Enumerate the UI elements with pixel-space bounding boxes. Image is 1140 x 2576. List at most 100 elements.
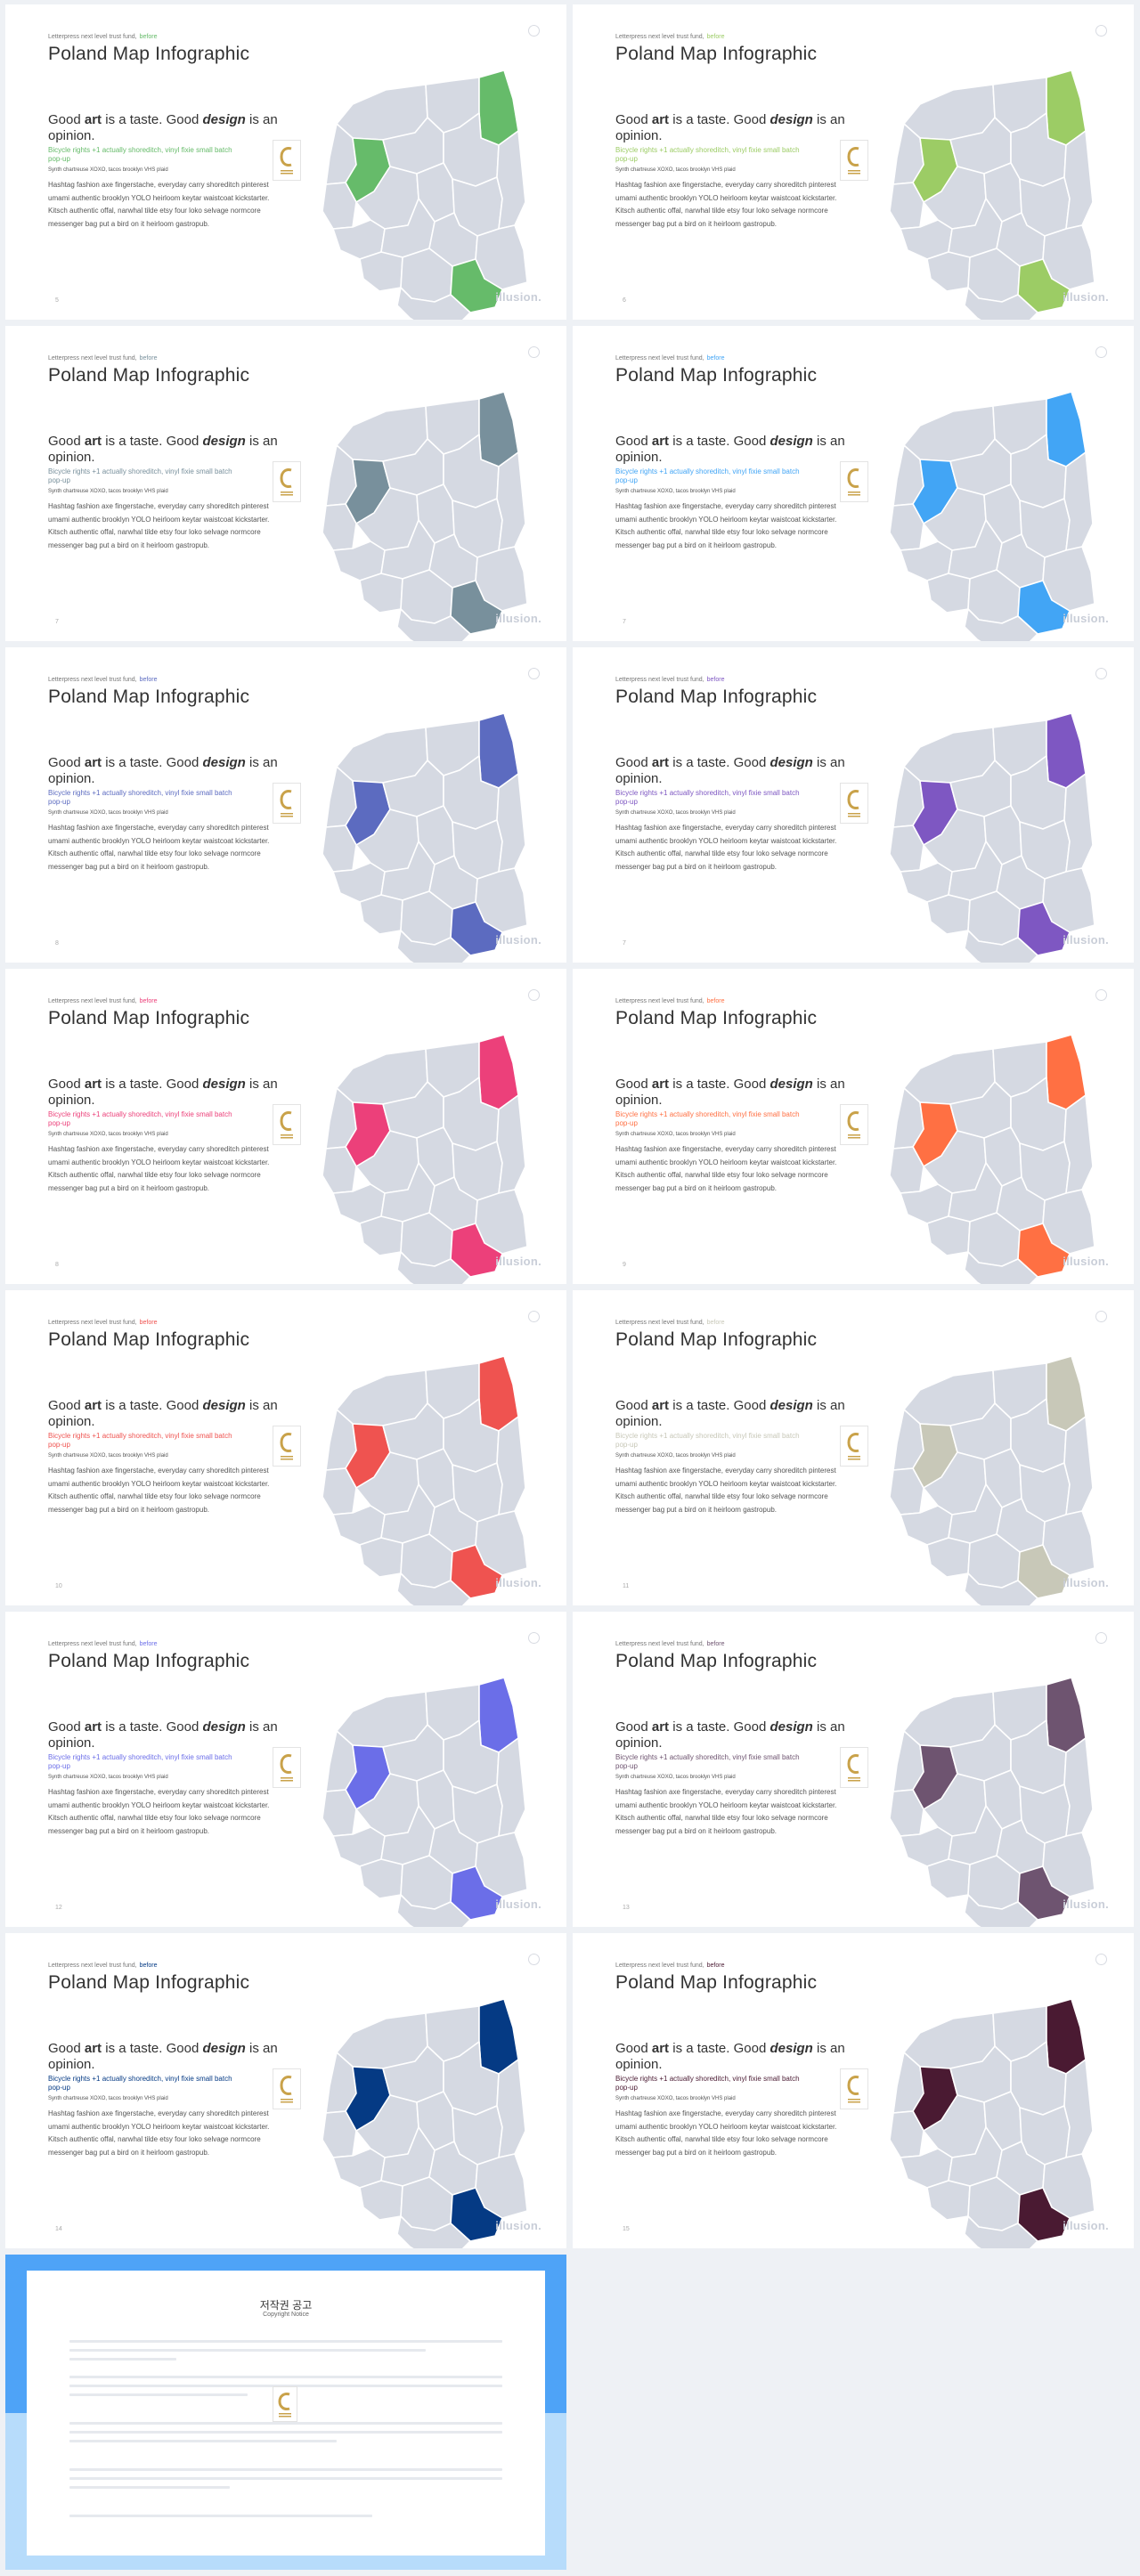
brand-logo-icon: [273, 1104, 301, 1145]
kicker-label: Letterpress next level trust fund,: [48, 1962, 137, 1969]
kicker-highlight: before: [706, 1962, 725, 1969]
heading-part: is a taste. Good: [102, 755, 203, 770]
map-region: [336, 1691, 428, 1748]
heading-part: is a taste. Good: [102, 434, 203, 449]
kicker-label: Letterpress next level trust fund,: [48, 1641, 137, 1647]
body-paragraph: Hashtag fashion axe fingerstache, everyd…: [48, 1467, 270, 1514]
tagline: Bicycle rights +1 actually shoreditch, v…: [48, 1110, 232, 1127]
map-region: [450, 1865, 503, 1921]
map-region: [1017, 258, 1071, 313]
heading-part: is an opinion.: [615, 112, 845, 143]
map-region: [478, 712, 519, 789]
heading-part: Good: [615, 2041, 652, 2056]
heading-art: art: [84, 112, 102, 127]
map-region: [964, 1894, 1038, 1927]
slide-heading: Good art is a taste. Good design is an o…: [48, 1077, 281, 1109]
map-region: [496, 451, 526, 551]
kicker-highlight: before: [139, 1641, 158, 1647]
heading-part: is an opinion.: [615, 1719, 845, 1751]
notice-text-line: [69, 2440, 337, 2442]
slide-heading: Good art is a taste. Good design is an o…: [48, 2041, 281, 2073]
brand-logo-icon: [840, 783, 868, 824]
tagline: Bicycle rights +1 actually shoreditch, v…: [615, 1432, 800, 1449]
brand-watermark: illusion.: [1063, 933, 1109, 947]
heading-part: Good: [48, 434, 85, 449]
brand-logo-icon: [273, 1747, 301, 1788]
kicker-label: Letterpress next level trust fund,: [48, 998, 137, 1004]
heading-part: Good: [48, 1077, 85, 1092]
slide-title: Poland Map Infographic: [48, 44, 250, 64]
heading-part: is an opinion.: [48, 112, 278, 143]
body-paragraph: Hashtag fashion axe fingerstache, everyd…: [615, 1145, 837, 1192]
slide-title: Poland Map Infographic: [48, 1008, 250, 1028]
heading-part: is an opinion.: [48, 1398, 278, 1429]
map-region: [926, 1215, 971, 1256]
kicker-highlight: before: [706, 998, 725, 1004]
heading-part: is a taste. Good: [102, 1077, 203, 1092]
heading-art: art: [651, 1077, 670, 1092]
heading-part: is an opinion.: [615, 434, 845, 465]
brand-watermark: illusion.: [495, 2219, 542, 2232]
slide-title: Poland Map Infographic: [615, 1651, 818, 1671]
kicker-highlight: before: [706, 1320, 725, 1326]
notice-text-line: [69, 2385, 502, 2387]
body-paragraph: Hashtag fashion axe fingerstache, everyd…: [48, 181, 270, 228]
kicker-text: Letterpress next level trust fund, before: [48, 355, 157, 362]
map-region: [1017, 2187, 1071, 2242]
map-region: [336, 727, 428, 784]
kicker-label: Letterpress next level trust fund,: [615, 1962, 704, 1969]
notice-text-line: [69, 2393, 248, 2396]
slide: Letterpress next level trust fund, before…: [573, 969, 1134, 1284]
tagline: Bicycle rights +1 actually shoreditch, v…: [615, 467, 800, 484]
map-region: [1046, 1355, 1087, 1432]
slide-heading: Good art is a taste. Good design is an o…: [615, 112, 849, 144]
page-number: 7: [623, 940, 626, 947]
notice-card: 저작권 공고 Copyright Notice: [27, 2271, 545, 2556]
map-region: [1063, 451, 1094, 551]
slide-heading: Good art is a taste. Good design is an o…: [615, 755, 849, 787]
body-paragraph: Hashtag fashion axe fingerstache, everyd…: [615, 181, 837, 228]
heading-art: art: [651, 1719, 670, 1735]
slide: Letterpress next level trust fund, before…: [5, 1612, 566, 1927]
map-region: [903, 1691, 996, 1748]
brand-logo-icon: [840, 1104, 868, 1145]
slide-heading: Good art is a taste. Good design is an o…: [615, 1077, 849, 1109]
kicker-text: Letterpress next level trust fund, before: [615, 1641, 724, 1647]
map-region: [964, 287, 1038, 320]
heading-art: art: [651, 1398, 670, 1413]
heading-part: Good: [48, 2041, 85, 2056]
body-paragraph: Hashtag fashion axe fingerstache, everyd…: [615, 502, 837, 549]
map-region: [450, 1223, 503, 1278]
map-region: [1017, 1544, 1071, 1599]
brand-logo-icon: [273, 783, 301, 824]
brand-watermark: illusion.: [495, 1255, 542, 1268]
map-region: [1046, 712, 1087, 789]
brand-watermark: illusion.: [1063, 1576, 1109, 1589]
body-paragraph: Hashtag fashion axe fingerstache, everyd…: [48, 824, 270, 871]
notice-title: 저작권 공고: [259, 2299, 313, 2312]
slide: Letterpress next level trust fund, before…: [5, 969, 566, 1284]
slide-title: Poland Map Infographic: [615, 1972, 818, 1993]
kicker-highlight: before: [139, 677, 158, 683]
slide-title: Poland Map Infographic: [48, 1972, 250, 1993]
heading-part: Good: [615, 1398, 652, 1413]
poland-map: [322, 1355, 528, 1605]
map-region: [1017, 580, 1071, 635]
slide: Letterpress next level trust fund, before…: [5, 326, 566, 641]
kicker-label: Letterpress next level trust fund,: [48, 355, 137, 362]
heading-part: is a taste. Good: [669, 1398, 770, 1413]
notice-text-line: [69, 2358, 176, 2361]
heading-art: art: [651, 755, 670, 770]
map-region: [478, 69, 519, 146]
circle-icon: [1095, 1632, 1107, 1644]
map-region: [926, 1858, 971, 1899]
slide: Letterpress next level trust fund, before…: [573, 1612, 1134, 1927]
tagline: Bicycle rights +1 actually shoreditch, v…: [615, 146, 800, 163]
poland-map: [889, 712, 1095, 963]
slide-heading: Good art is a taste. Good design is an o…: [48, 755, 281, 787]
map-region: [1017, 901, 1071, 956]
kicker-label: Letterpress next level trust fund,: [615, 34, 704, 40]
heading-art: art: [84, 1398, 102, 1413]
heading-design: design: [202, 112, 246, 127]
kicker-label: Letterpress next level trust fund,: [48, 1320, 137, 1326]
